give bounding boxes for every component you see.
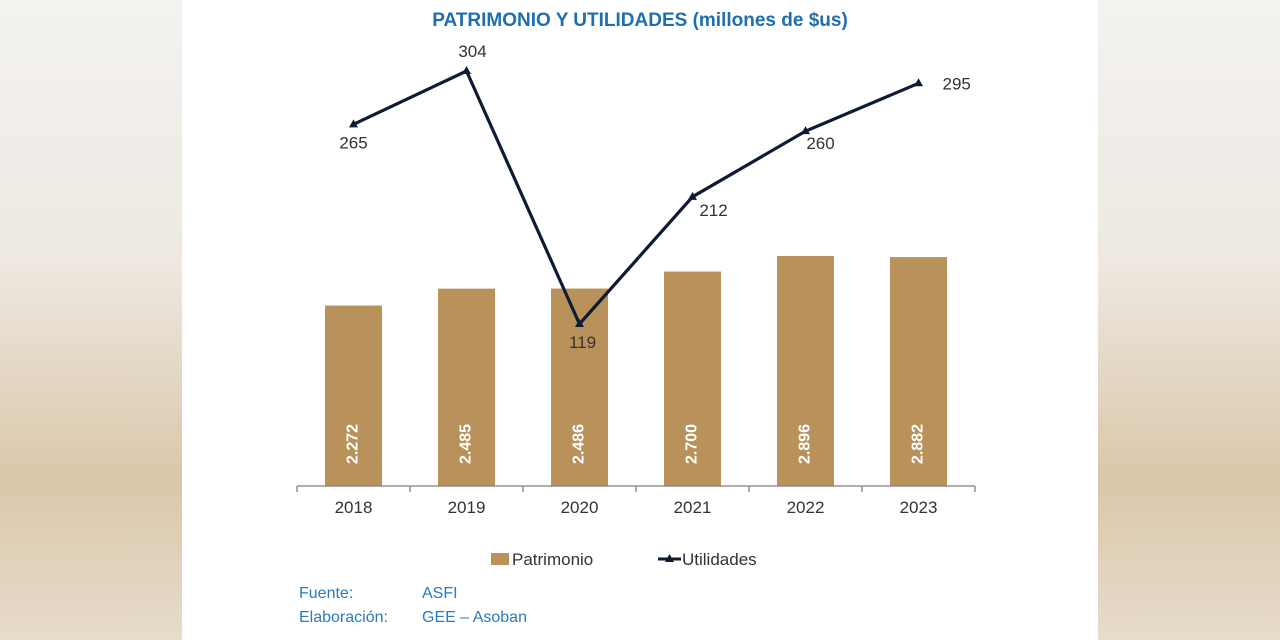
bar-patrimonio	[890, 257, 947, 486]
source-value: ASFI	[422, 585, 458, 602]
line-marker	[914, 78, 923, 87]
source-label: Fuente:	[299, 585, 354, 602]
legend: Patrimonio Utilidades	[491, 550, 757, 569]
elaboration-value: GEE – Asoban	[422, 609, 527, 626]
bar-value-label: 2.272	[345, 424, 362, 464]
bar-patrimonio	[325, 305, 382, 486]
legend-marker-utilidades	[665, 554, 674, 562]
line-value-label: 212	[699, 201, 727, 220]
line-value-label: 304	[458, 42, 486, 61]
x-tick-label: 2020	[561, 498, 599, 517]
bar-patrimonio	[664, 271, 721, 486]
bar-value-label: 2.486	[571, 424, 588, 464]
bar-patrimonio	[438, 288, 495, 486]
bar-patrimonio	[777, 256, 834, 486]
x-tick-label: 2019	[448, 498, 486, 517]
line-value-label: 265	[339, 133, 367, 152]
line-marker	[688, 191, 697, 200]
line-utilidades	[352, 68, 920, 327]
background-right	[1098, 0, 1280, 640]
bar-value-label: 2.882	[910, 424, 927, 464]
x-tick-label: 2023	[900, 498, 938, 517]
line-marker	[801, 126, 810, 135]
legend-swatch-patrimonio	[491, 553, 509, 565]
line-group: 265 304 119 212 260 295	[339, 42, 971, 352]
bars-group: 2.272 2.485 2.486 2.700 2.896 2.882	[325, 256, 947, 486]
background-left	[0, 0, 182, 640]
bar-value-label: 2.485	[458, 424, 475, 464]
chart-panel: PATRIMONIO Y UTILIDADES (millones de $us…	[182, 0, 1098, 640]
line-marker	[575, 319, 584, 327]
bar-value-label: 2.896	[797, 424, 814, 464]
line-value-label: 119	[569, 333, 596, 352]
line-value-label: 260	[806, 134, 834, 153]
x-tick-label: 2018	[335, 498, 373, 517]
x-tick-label: 2021	[674, 498, 712, 517]
source-row: Fuente: ASFI	[299, 585, 458, 603]
line-marker	[349, 119, 358, 128]
legend-label-patrimonio: Patrimonio	[512, 550, 593, 569]
x-tick-label: 2022	[787, 498, 825, 517]
x-axis: 2018 2019 2020 2021 2022 2023	[296, 485, 976, 517]
legend-label-utilidades: Utilidades	[682, 550, 757, 569]
line-value-label: 295	[943, 74, 971, 93]
line-marker	[462, 66, 471, 74]
elaboration-label: Elaboración:	[299, 609, 388, 626]
bar-value-label: 2.700	[684, 424, 701, 464]
chart-title: PATRIMONIO Y UTILIDADES (millones de $us…	[432, 10, 848, 31]
chart-svg: 2.272 2.485 2.486 2.700 2.896 2.882 2018 2019 2…	[296, 42, 976, 569]
elaboration-row: Elaboración: GEE – Asoban	[299, 609, 527, 627]
